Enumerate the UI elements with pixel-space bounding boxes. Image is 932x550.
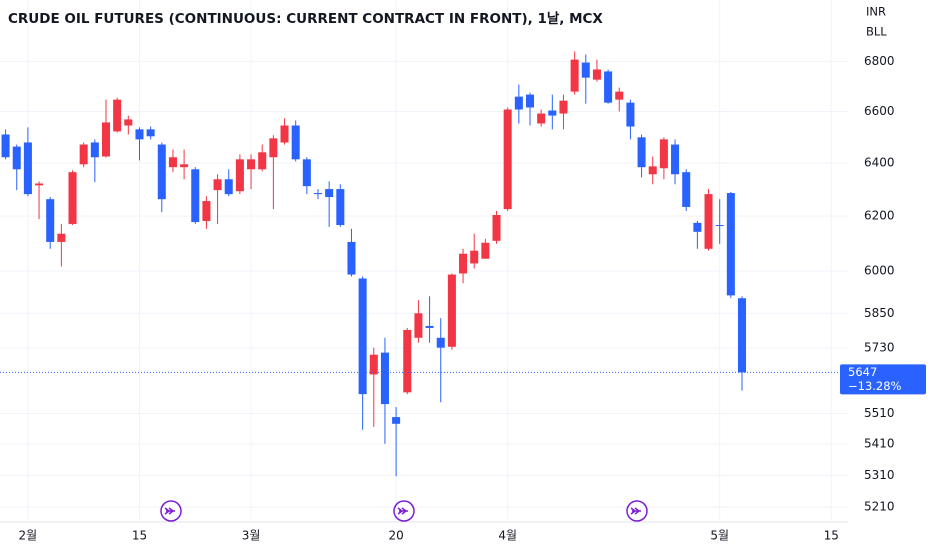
candle-body [23,142,32,195]
unit-label: BLL [866,25,887,39]
candle-body [258,152,267,170]
candle-body [1,134,10,158]
grid-layer [0,0,848,523]
candle-body [447,274,456,347]
candle-body [637,137,646,168]
candle-body [68,172,77,224]
candle-body [492,215,501,241]
y-tick-label: 5310 [864,468,895,482]
x-tick-label: 15 [132,529,147,543]
y-tick-label: 5410 [864,437,895,451]
candle-body [146,129,155,137]
y-tick-label: 5510 [864,406,895,420]
candle-body [604,71,613,103]
y-tick-label: 6400 [864,155,895,169]
y-tick-label: 6200 [864,209,895,223]
event-arrow [164,507,175,515]
candle-body [202,201,211,221]
x-tick-label: 3월 [242,529,261,543]
candle-body [113,99,122,132]
candle-body [737,298,747,373]
candle-body [525,94,535,108]
candle-body [168,157,177,168]
last-price-label: 5647 [848,365,877,379]
y-tick-label: 5210 [864,500,895,514]
candle-body [626,102,635,127]
candle-body [514,96,523,110]
candle-body [269,138,278,158]
candle-body [581,62,590,78]
candle-body [336,189,345,226]
candle-body [436,337,445,348]
candle-body [213,179,222,191]
y-tick-label: 6000 [864,263,895,277]
candle-body [302,159,311,187]
candle-body [247,159,256,170]
chart-title: CRUDE OIL FUTURES (CONTINUOUS: CURRENT C… [8,11,603,27]
candle-body [224,179,233,195]
candle-body [101,122,111,157]
candle-body [79,144,88,165]
candle-body [559,100,568,114]
candle-body [235,159,244,192]
candle-body [537,113,546,124]
candle-body [325,189,334,198]
candle-body [459,253,468,274]
candle-body [659,139,668,169]
candle-body [46,199,55,242]
candle-body [180,164,189,168]
x-tick-label: 15 [824,529,839,543]
candle-body [369,354,378,375]
candle-body [57,233,66,242]
y-tick-label: 6800 [864,54,895,68]
candle-body [470,250,479,264]
candle-body [157,144,166,200]
candle-body [313,193,323,195]
candle-body [671,144,680,175]
candle-body [12,146,21,170]
change-label: −13.28% [848,379,902,393]
candle-body [403,329,412,393]
candle-body [726,193,735,296]
candle-body [570,59,579,92]
candle-body [592,69,601,80]
candle-body [291,125,300,160]
y-tick-label: 6600 [864,104,895,118]
candle-body [648,166,657,175]
candle-body [380,352,389,405]
candle-body [124,119,133,126]
candle-body [481,242,490,259]
x-tick-label: 20 [388,529,403,543]
candle-body [425,325,434,328]
mark-layer [1,51,747,477]
candle-body [548,110,557,116]
currency-label: INR [866,5,886,19]
candle-body [280,125,289,143]
candle-body [414,313,423,338]
candle-body [35,183,44,186]
candle-body [682,172,691,207]
candle-body [347,241,356,275]
candle-body [704,194,713,249]
event-arrow [630,507,641,515]
candle-body [503,109,512,210]
candle-body [90,142,99,158]
x-tick-label: 4월 [498,529,517,543]
event-icons [160,500,648,522]
y-tick-label: 5850 [864,306,895,320]
candle-body [392,417,401,424]
last-price-box [840,364,926,395]
y-tick-label: 5730 [864,340,895,354]
candle-body [135,129,144,140]
candle-body [191,169,200,223]
candle-body [715,225,724,227]
x-tick-label: 5월 [710,529,729,543]
x-tick-label: 2월 [19,529,38,543]
candle-body [693,222,702,232]
candle-body [615,91,624,100]
candle-body [358,278,367,395]
event-arrow [397,507,408,515]
